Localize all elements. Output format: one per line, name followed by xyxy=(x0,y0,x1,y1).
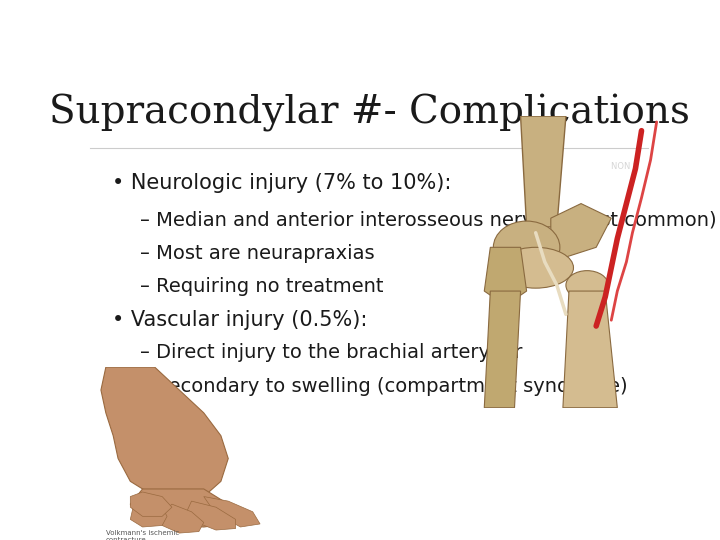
Polygon shape xyxy=(101,367,228,501)
Polygon shape xyxy=(551,204,611,262)
Polygon shape xyxy=(162,504,204,533)
Text: Volkmann's ischemic
contracture: Volkmann's ischemic contracture xyxy=(106,530,179,540)
Text: NON S: NON S xyxy=(611,161,639,171)
Polygon shape xyxy=(563,291,617,408)
Polygon shape xyxy=(204,497,260,527)
Text: Supracondylar #- Complications: Supracondylar #- Complications xyxy=(48,94,690,132)
Polygon shape xyxy=(521,116,566,227)
Text: – Most are neurapraxias: – Most are neurapraxias xyxy=(140,244,375,262)
Polygon shape xyxy=(130,489,235,527)
Ellipse shape xyxy=(493,221,560,274)
Polygon shape xyxy=(130,492,172,516)
Text: – Direct injury to the brachial artery, or: – Direct injury to the brachial artery, … xyxy=(140,343,523,362)
Ellipse shape xyxy=(498,247,574,288)
Ellipse shape xyxy=(566,271,608,300)
Text: – Secondary to swelling (compartment syndrome): – Secondary to swelling (compartment syn… xyxy=(140,377,628,396)
Text: – Requiring no treatment: – Requiring no treatment xyxy=(140,277,384,296)
Text: • Vascular injury (0.5%):: • Vascular injury (0.5%): xyxy=(112,310,368,330)
Polygon shape xyxy=(130,501,167,527)
Text: • Neurologic injury (7% to 10%):: • Neurologic injury (7% to 10%): xyxy=(112,173,451,193)
Polygon shape xyxy=(485,247,526,306)
Text: – Median and anterior interosseous nerves (most common): – Median and anterior interosseous nerve… xyxy=(140,210,717,230)
Polygon shape xyxy=(186,501,235,530)
Polygon shape xyxy=(485,291,521,408)
